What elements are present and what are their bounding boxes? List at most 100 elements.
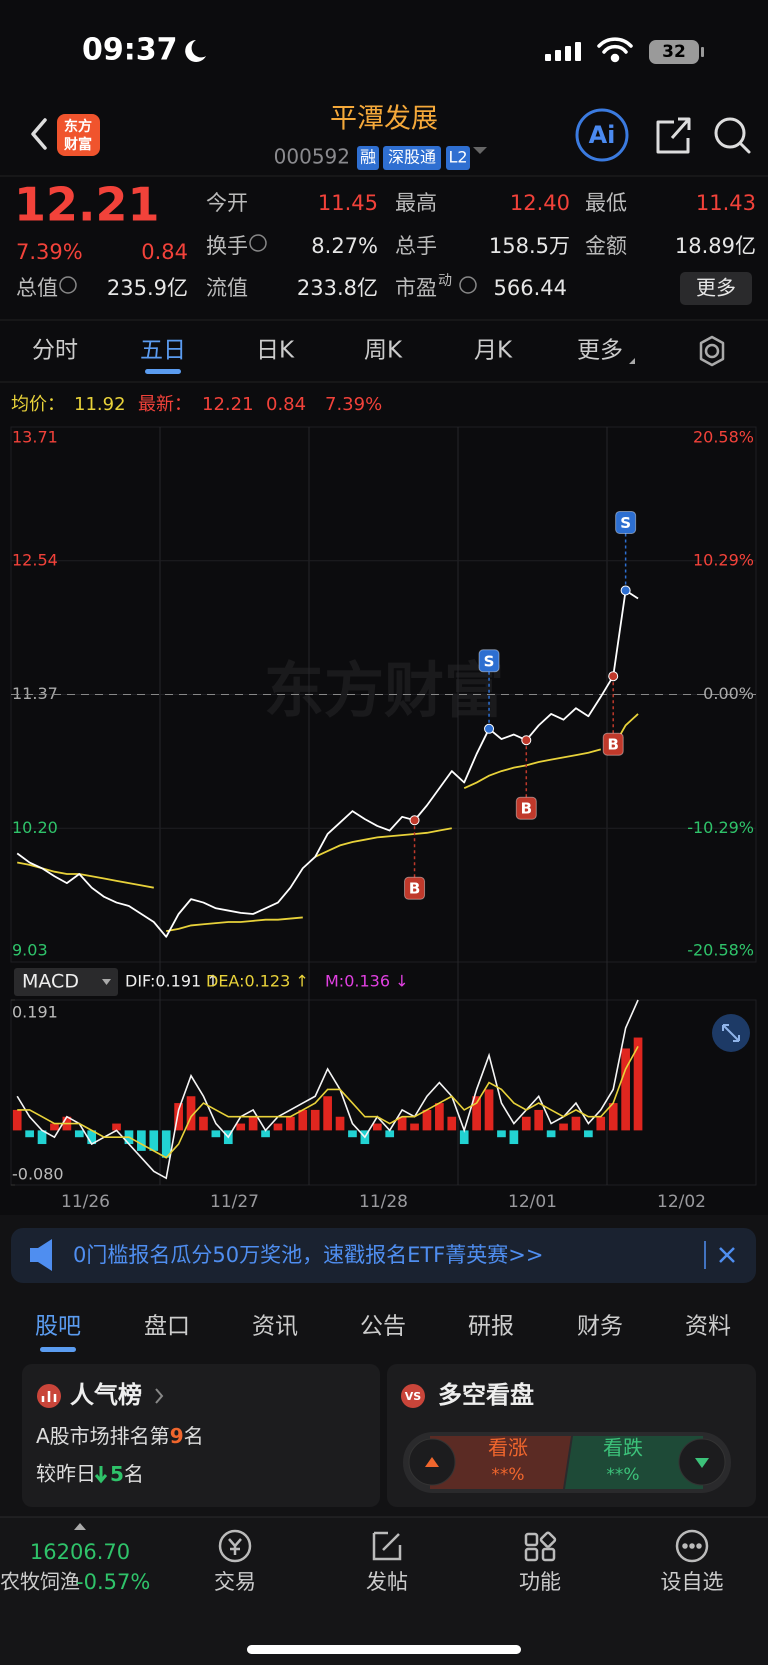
expand-index[interactable] — [74, 1523, 86, 1530]
change-suffix: 名 — [124, 1462, 144, 1486]
stat-sup: 动 — [438, 273, 452, 289]
macd-bar — [422, 1109, 432, 1131]
period-tab[interactable]: 日K — [256, 338, 295, 364]
y-tick-label: 11.37 — [12, 684, 58, 703]
macd-bar — [546, 1130, 556, 1138]
trade-point — [484, 723, 495, 734]
legend-item: 12.21 — [202, 394, 254, 415]
megaphone-icon — [30, 1239, 52, 1271]
macd-bar — [211, 1130, 221, 1138]
section-tab[interactable]: 资料 — [685, 1314, 731, 1340]
stat-value: 12.40 — [510, 191, 570, 215]
macd-bar — [174, 1103, 183, 1131]
back-button[interactable] — [31, 118, 47, 150]
ai-button[interactable] — [575, 108, 629, 162]
stock-name: 平潭发展 — [330, 104, 438, 135]
more-button-label: 更多 — [696, 276, 736, 300]
stat-value: 11.45 — [318, 191, 378, 215]
section-tab[interactable]: 股吧 — [35, 1314, 81, 1340]
macd-selector[interactable] — [14, 968, 118, 996]
stat-value: 11.43 — [696, 191, 756, 215]
up-segment[interactable] — [430, 1436, 571, 1489]
trade-badge — [515, 796, 537, 820]
period-tab[interactable]: 五日 — [140, 338, 186, 364]
period-tab[interactable]: 周K — [364, 338, 403, 364]
trade-point — [409, 815, 420, 826]
expand-icon — [722, 1024, 740, 1042]
settings-button[interactable] — [699, 335, 725, 367]
macd-bar — [236, 1123, 246, 1131]
macd-bar — [112, 1123, 121, 1131]
macd-bar — [608, 1103, 618, 1131]
section-tab[interactable]: 公告 — [360, 1314, 406, 1340]
search-button[interactable] — [714, 117, 751, 154]
tag-badge — [383, 146, 441, 170]
change-prefix: 较昨日 — [36, 1462, 96, 1486]
section-tab[interactable]: 盘口 — [144, 1314, 190, 1340]
period-tab[interactable]: 更多 — [577, 338, 623, 364]
popularity-card[interactable] — [22, 1364, 380, 1507]
more-triangle — [629, 358, 635, 364]
average-line — [463, 748, 602, 790]
macd-bar — [186, 1096, 196, 1131]
moon-icon — [185, 40, 206, 62]
macd-bar — [286, 1116, 295, 1131]
tab-indicator — [145, 369, 181, 374]
legend-item: 7.39% — [325, 394, 382, 415]
macd-bar — [199, 1116, 208, 1131]
stat-label: 最低 — [585, 191, 627, 215]
tag-badge — [446, 146, 470, 170]
rank-suffix: 名 — [184, 1424, 204, 1448]
sentiment-icon-text: VS — [405, 1390, 422, 1403]
stat-value: 18.89亿 — [675, 234, 756, 258]
share-button[interactable] — [656, 117, 691, 154]
battery-icon — [649, 40, 699, 64]
period-tab[interactable]: 分时 — [32, 338, 78, 364]
nav-item[interactable]: 设自选 — [661, 1570, 724, 1594]
stat-value: 158.5万 — [489, 234, 570, 258]
macd-bar — [497, 1130, 506, 1138]
average-line — [314, 827, 452, 858]
macd-bar — [161, 1130, 171, 1158]
macd-bar — [74, 1130, 84, 1138]
popularity-icon-bars — [41, 1391, 57, 1402]
y-tick-label: 12.54 — [12, 550, 58, 569]
more-button[interactable] — [680, 272, 752, 305]
info-icon — [459, 276, 477, 294]
macd-bar — [87, 1130, 97, 1145]
banner-close[interactable] — [719, 1247, 735, 1263]
macd-bar — [12, 1109, 22, 1131]
up-pct: **% — [491, 1465, 524, 1485]
macd-bar — [348, 1130, 357, 1138]
average-line — [166, 916, 303, 933]
change: 0.84 — [141, 240, 188, 264]
indicator-value: DIF:0.191 ↑ — [125, 972, 220, 991]
y2-tick-label: 10.29% — [693, 550, 754, 569]
macd-bar — [372, 1123, 382, 1131]
stat-value: 233.8亿 — [297, 276, 378, 300]
index-name: 农牧饲渔 — [0, 1570, 80, 1594]
nav-item[interactable]: 交易 — [214, 1570, 256, 1594]
nav-item[interactable]: 功能 — [519, 1570, 561, 1594]
stat-label: 金额 — [585, 234, 627, 258]
macd-bar — [149, 1130, 159, 1151]
down-pct: **% — [606, 1465, 639, 1485]
period-tab[interactable]: 月K — [474, 338, 513, 364]
legend-item: 均价： — [11, 394, 65, 415]
banner[interactable] — [11, 1228, 756, 1283]
trade-label: B — [607, 736, 618, 754]
nav-item[interactable]: 发帖 — [366, 1570, 408, 1594]
x-tick-label: 12/01 — [508, 1192, 557, 1212]
section-tab[interactable]: 研报 — [468, 1314, 514, 1340]
logo-text: 财富 — [63, 136, 92, 153]
macd-bar — [621, 1048, 630, 1131]
down-segment[interactable] — [565, 1436, 703, 1489]
tab-indicator — [40, 1347, 76, 1352]
section-tab[interactable]: 财务 — [577, 1314, 623, 1340]
dropdown-icon[interactable] — [473, 147, 487, 154]
y-tick-label: 0.191 — [12, 1003, 58, 1022]
dropdown-icon[interactable] — [102, 979, 111, 985]
banner-text[interactable]: 0门槛报名瓜分50万奖池，速戳报名ETF菁英赛>> — [73, 1243, 543, 1267]
section-tab[interactable]: 资讯 — [252, 1314, 298, 1340]
